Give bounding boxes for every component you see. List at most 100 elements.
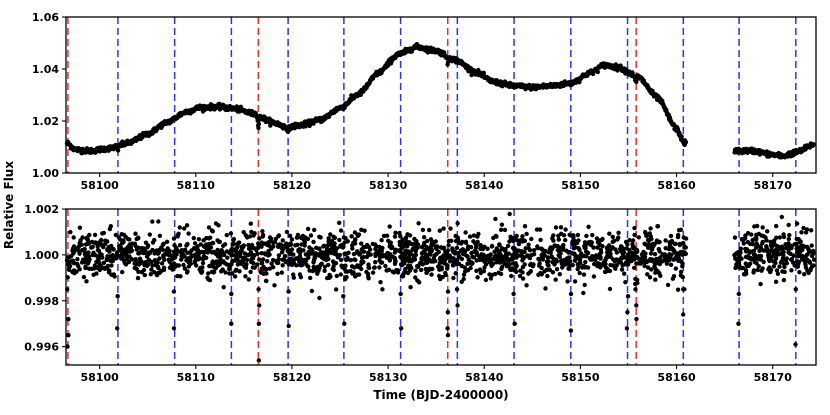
bottom-flux-point [653, 277, 658, 282]
bottom-flux-point [184, 243, 189, 248]
bottom-flux-point [573, 255, 578, 260]
bottom-transit-point [793, 342, 798, 347]
bottom-flux-point [611, 238, 617, 244]
bottom-flux-point [663, 238, 668, 243]
bottom-flux-point [465, 246, 471, 251]
bottom-flux-point [598, 247, 604, 253]
bottom-transit-point [399, 326, 404, 331]
bottom-flux-point [509, 273, 514, 279]
bottom-flux-point [373, 260, 378, 265]
bottom-flux-point [809, 243, 814, 248]
bottom-flux-point [590, 232, 595, 238]
bottom-flux-point [507, 239, 512, 244]
bottom-flux-point [410, 257, 415, 262]
bottom-flux-point [675, 287, 681, 292]
bottom-flux-point [610, 245, 615, 250]
bottom-flux-point [343, 263, 348, 268]
bottom-flux-point [492, 249, 497, 254]
bottom-flux-point [282, 257, 287, 262]
bottom-flux-point [419, 244, 425, 250]
bottom-flux-point [628, 255, 633, 261]
bottom-flux-point [301, 248, 306, 253]
bottom-flux-point [338, 228, 344, 233]
top-x-tick-label: 58100 [81, 179, 120, 192]
bottom-flux-point [284, 229, 290, 235]
bottom-flux-point [632, 232, 637, 238]
bottom-flux-point [267, 243, 272, 248]
bottom-flux-point [780, 269, 785, 274]
bottom-flux-point [630, 245, 635, 250]
bottom-flux-point [543, 248, 548, 254]
bottom-flux-point [265, 259, 270, 264]
bottom-flux-point [235, 254, 240, 260]
bottom-flux-point [149, 259, 154, 264]
bottom-flux-point [786, 236, 791, 242]
bottom-transit-point [736, 321, 741, 326]
bottom-flux-point [198, 242, 203, 247]
bottom-flux-point [503, 247, 508, 252]
bottom-transit-point [454, 287, 460, 292]
bottom-flux-point [209, 228, 215, 233]
bottom-flux-point [781, 234, 787, 240]
bottom-flux-point [395, 270, 401, 275]
bottom-flux-point [519, 249, 524, 254]
bottom-flux-point [679, 252, 684, 257]
bottom-flux-point [294, 235, 300, 240]
bottom-flux-point [471, 233, 477, 238]
bottom-flux-point [740, 237, 745, 242]
bottom-flux-point [95, 265, 100, 271]
bottom-flux-point [299, 263, 305, 268]
bottom-flux-point [606, 253, 611, 258]
bottom-flux-point [353, 237, 358, 242]
bottom-flux-point [493, 216, 498, 222]
bottom-flux-point [771, 264, 777, 269]
bottom-panel: 58100 58110 58120 58130 58140 58150 58160 58170… [24, 203, 817, 384]
bottom-flux-point [765, 229, 770, 234]
bottom-flux-point [477, 267, 483, 272]
bottom-flux-point [425, 238, 430, 244]
bottom-flux-point [328, 232, 333, 237]
bottom-flux-point [75, 257, 80, 262]
bottom-flux-point [754, 261, 759, 266]
bottom-flux-point [481, 269, 487, 274]
bottom-flux-point [177, 225, 182, 230]
top-flux-point [256, 121, 262, 127]
bottom-flux-point [156, 270, 161, 276]
bottom-flux-point [656, 257, 661, 262]
bottom-flux-point [249, 242, 255, 248]
bottom-flux-point [205, 245, 211, 250]
bottom-flux-point [548, 250, 553, 255]
bottom-flux-point [779, 214, 784, 220]
bottom-flux-point [584, 233, 589, 239]
bottom-flux-point [426, 267, 432, 273]
bottom-flux-point [322, 264, 328, 269]
bottom-flux-point [248, 221, 253, 226]
bottom-flux-point [356, 232, 362, 237]
bottom-flux-point [297, 254, 303, 259]
bottom-flux-point [562, 262, 568, 267]
bottom-plot-frame [65, 208, 817, 366]
bottom-flux-point [591, 274, 597, 279]
bottom-flux-point [530, 264, 536, 269]
bottom-transit-point [445, 289, 451, 294]
bottom-flux-point [514, 269, 519, 274]
bottom-flux-point [207, 277, 213, 283]
bottom-flux-point [252, 265, 257, 270]
bottom-flux-point [503, 252, 509, 257]
bottom-transit-point [634, 303, 639, 308]
bottom-flux-point [554, 267, 560, 272]
bottom-flux-point [514, 255, 519, 260]
bottom-flux-point [179, 248, 184, 253]
bottom-flux-point [522, 262, 527, 267]
bottom-flux-point [467, 234, 473, 239]
bottom-flux-point [485, 246, 490, 251]
bottom-flux-point [256, 241, 261, 246]
bottom-flux-point [415, 278, 420, 283]
bottom-flux-point [635, 255, 640, 260]
bottom-flux-point [748, 249, 753, 254]
bottom-flux-point [741, 241, 746, 246]
bottom-flux-point [127, 242, 132, 247]
bottom-flux-point [680, 264, 685, 269]
bottom-flux-point [428, 237, 434, 242]
bottom-flux-point [198, 268, 203, 273]
